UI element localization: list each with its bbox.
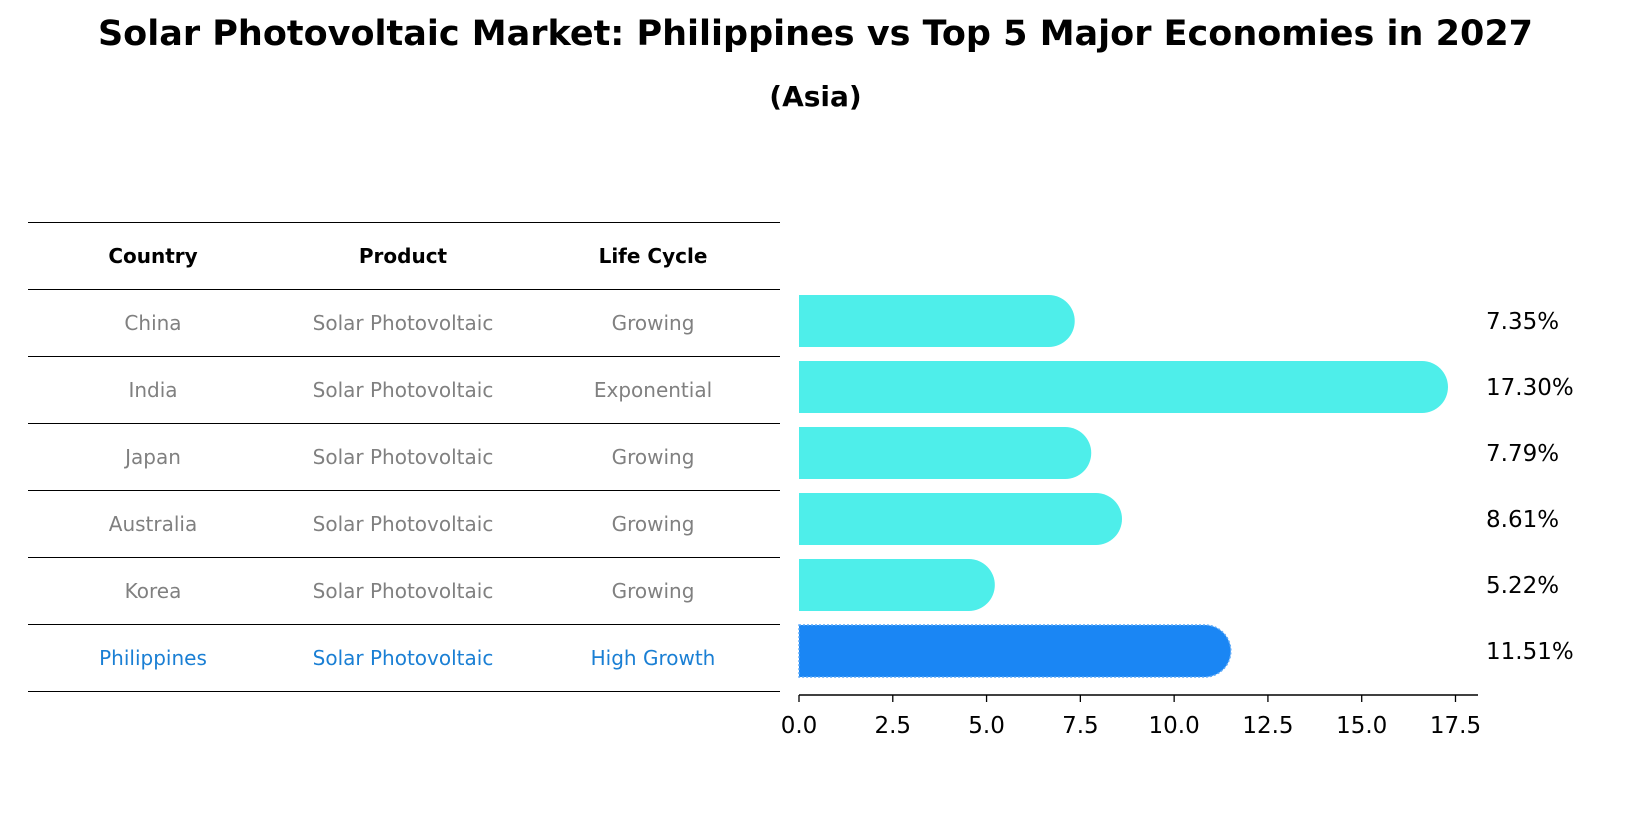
x-tick-label: 2.5 xyxy=(874,713,911,739)
x-tick-label: 0.0 xyxy=(781,713,818,739)
cell-product: Solar Photovoltaic xyxy=(312,646,494,670)
cell-product: Solar Photovoltaic xyxy=(312,445,494,469)
table-row: Japan Solar Photovoltaic Growing xyxy=(28,423,780,490)
bar-philippines xyxy=(798,624,1232,678)
bar-china xyxy=(799,295,1075,347)
x-tick-label: 7.5 xyxy=(1062,713,1099,739)
header-country: Country xyxy=(108,244,198,268)
x-tick-label: 17.5 xyxy=(1430,713,1481,739)
cell-life-cycle: High Growth xyxy=(590,646,716,670)
cell-product: Solar Photovoltaic xyxy=(312,311,494,335)
value-label-korea: 5.22% xyxy=(1486,573,1559,599)
table-row: India Solar Photovoltaic Exponential xyxy=(28,356,780,423)
header-life-cycle: Life Cycle xyxy=(598,244,708,268)
cell-country: Korea xyxy=(124,579,182,603)
bar-india xyxy=(799,361,1448,413)
bar-korea xyxy=(799,559,995,611)
cell-life-cycle: Growing xyxy=(611,579,695,603)
table-row: Australia Solar Photovoltaic Growing xyxy=(28,490,780,557)
value-label-australia: 8.61% xyxy=(1486,507,1559,533)
value-label-india: 17.30% xyxy=(1486,375,1574,401)
x-tick-label: 15.0 xyxy=(1336,713,1387,739)
cell-life-cycle: Growing xyxy=(611,445,695,469)
cell-product: Solar Photovoltaic xyxy=(312,579,494,603)
cell-product: Solar Photovoltaic xyxy=(312,512,494,536)
x-tick-label: 5.0 xyxy=(968,713,1005,739)
table-row-highlighted: Philippines Solar Photovoltaic High Grow… xyxy=(28,624,780,692)
table-row: Korea Solar Photovoltaic Growing xyxy=(28,557,780,624)
table-row: China Solar Photovoltaic Growing xyxy=(28,289,780,356)
country-table: Country Product Life Cycle China Solar P… xyxy=(28,222,780,692)
cell-country: Japan xyxy=(125,445,181,469)
cell-country: Philippines xyxy=(99,646,207,670)
bar-australia xyxy=(799,493,1122,545)
cell-life-cycle: Growing xyxy=(611,311,695,335)
value-label-japan: 7.79% xyxy=(1486,441,1559,467)
cell-life-cycle: Growing xyxy=(611,512,695,536)
cell-product: Solar Photovoltaic xyxy=(312,378,494,402)
chart-subtitle: (Asia) xyxy=(769,80,862,113)
value-label-china: 7.35% xyxy=(1486,309,1559,335)
cell-life-cycle: Exponential xyxy=(593,378,713,402)
chart-title: Solar Photovoltaic Market: Philippines v… xyxy=(97,14,1534,54)
value-label-philippines: 11.51% xyxy=(1486,639,1574,665)
cell-country: China xyxy=(124,311,182,335)
x-tick-label: 10.0 xyxy=(1149,713,1200,739)
bar-japan xyxy=(799,427,1092,479)
cell-country: India xyxy=(128,378,178,402)
cell-country: Australia xyxy=(108,512,198,536)
table-header-row: Country Product Life Cycle xyxy=(28,222,780,289)
x-tick-label: 12.5 xyxy=(1242,713,1293,739)
header-product: Product xyxy=(358,244,448,268)
